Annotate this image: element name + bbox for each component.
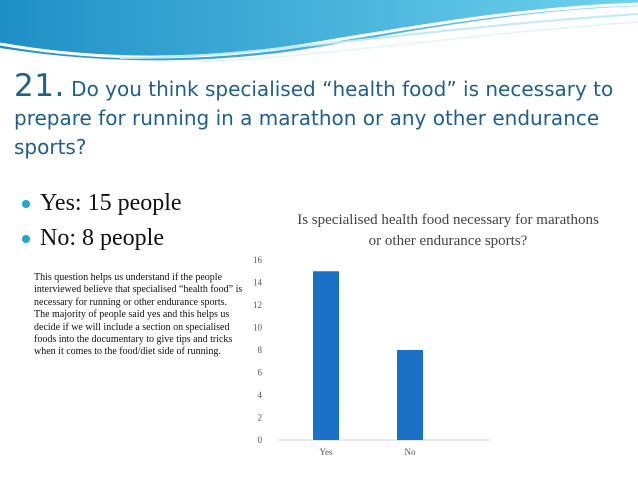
bar-yes [313, 271, 339, 440]
bullet-yes: Yes: 15 people [22, 186, 182, 221]
bar-no [397, 350, 423, 440]
bullet-yes-text: Yes: 15 people [40, 190, 182, 216]
bullet-dot-icon [22, 234, 30, 243]
y-tick-label: 6 [258, 368, 263, 378]
explanation-note: This question helps us understand if the… [34, 272, 243, 358]
y-tick-label: 12 [253, 300, 262, 310]
bar-chart: 0 2 4 6 8 10 12 14 16 Yes No [253, 255, 490, 457]
y-tick-label: 0 [258, 435, 263, 445]
y-tick-label: 8 [258, 345, 263, 355]
x-tick-label: No [405, 447, 416, 457]
bullet-no: No: 8 people [22, 221, 182, 256]
y-tick-label: 10 [253, 323, 263, 333]
bullet-no-text: No: 8 people [40, 225, 164, 251]
question-number: 21. [14, 68, 65, 104]
question-text: Do you think specialised “health food” i… [14, 77, 614, 159]
y-tick-label: 2 [258, 413, 263, 423]
chart-title: Is specialised health food necessary for… [297, 212, 599, 249]
y-tick-label: 16 [253, 255, 263, 265]
header-wave-decoration [0, 0, 638, 63]
bullet-dot-icon [22, 199, 30, 208]
y-tick-label: 14 [253, 278, 263, 288]
slide-title: 21. Do you think specialised “health foo… [14, 71, 614, 162]
answer-bullets: Yes: 15 people No: 8 people [22, 186, 182, 256]
x-tick-label: Yes [319, 447, 333, 457]
y-tick-label: 4 [258, 390, 263, 400]
